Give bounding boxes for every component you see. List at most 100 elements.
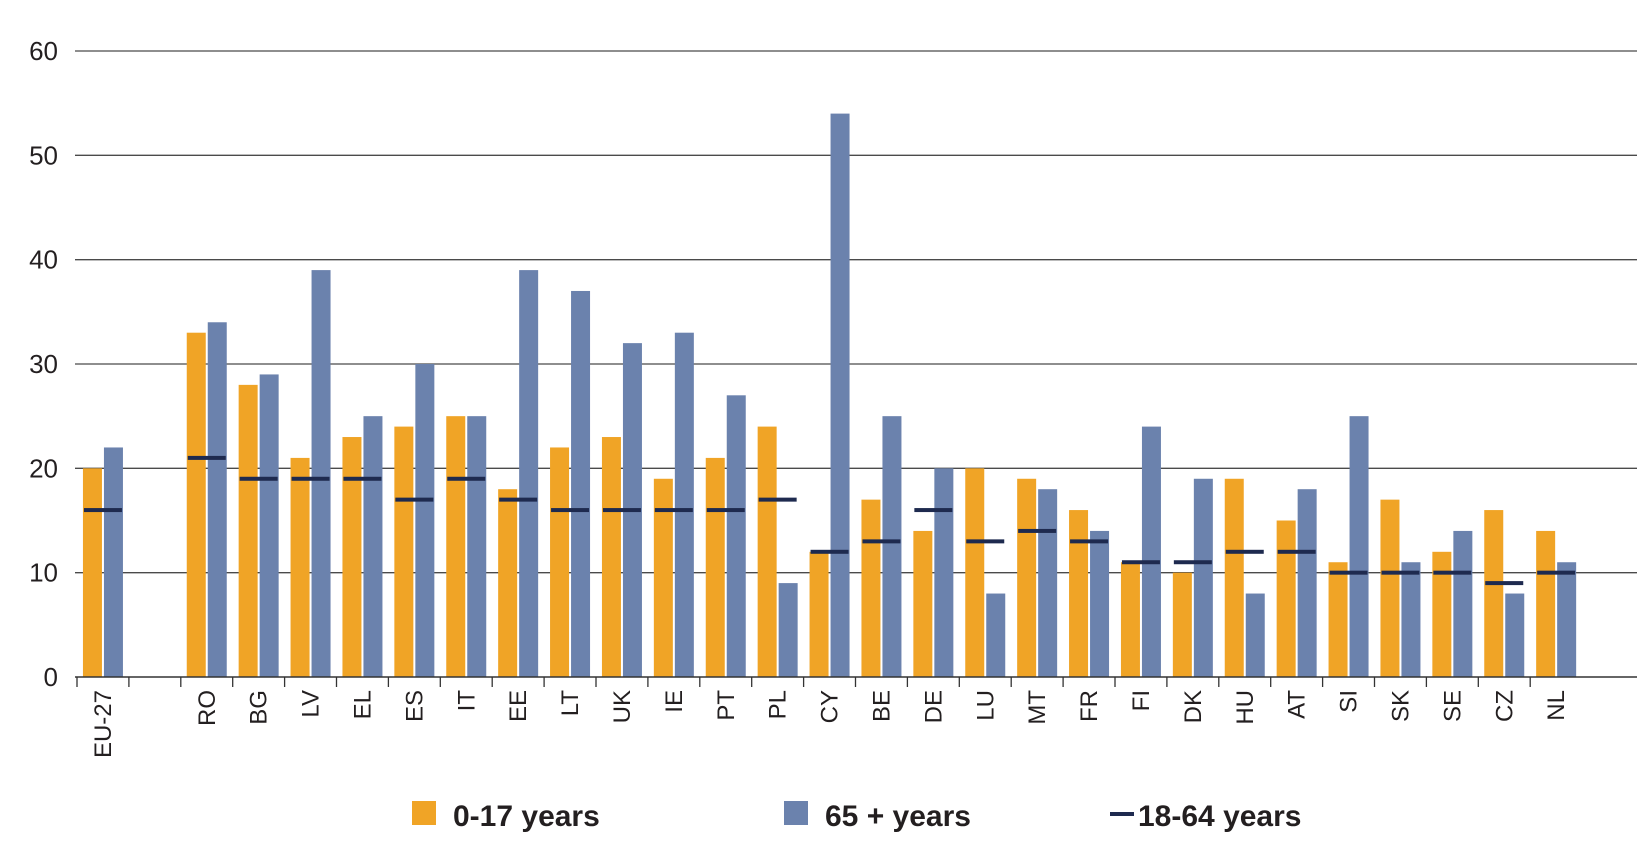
x-tick-label-DK: DK — [1180, 690, 1207, 723]
bar-0-17-FI — [1120, 562, 1140, 677]
x-tick-label-BE: BE — [868, 690, 895, 722]
bar-0-17-IE — [653, 478, 673, 677]
bar-65plus-BE — [882, 416, 902, 677]
bar-65plus-IE — [674, 332, 694, 677]
x-axis-labels: EU-27 RO BG LV EL ES IT EE LT UK IE PT PL CY BE DE LU MT F… — [90, 690, 1570, 758]
bar-65plus-PT — [726, 395, 746, 677]
bar-65plus-LU — [986, 593, 1006, 677]
bar-0-17-LT — [550, 447, 570, 677]
y-tick-label: 50 — [29, 140, 58, 170]
marker-18-64-MT — [1018, 528, 1057, 533]
bar-0-17-FR — [1069, 510, 1089, 677]
x-tick-label-DE: DE — [920, 690, 947, 723]
marker-18-64-HU — [1225, 549, 1264, 554]
bar-65plus-LV — [311, 270, 331, 677]
x-tick-label-FI: FI — [1128, 690, 1155, 711]
bar-0-17-PT — [705, 457, 725, 677]
bar-0-17-SI — [1328, 562, 1348, 677]
marker-18-64-FR — [1070, 539, 1109, 544]
x-tick-label-CZ: CZ — [1491, 690, 1518, 722]
bar-0-17-LV — [290, 457, 310, 677]
bar-0-17-AT — [1276, 520, 1296, 677]
y-tick-label: 0 — [44, 662, 58, 692]
x-tick-label-HU: HU — [1232, 690, 1259, 725]
x-tick-label-SI: SI — [1336, 690, 1363, 713]
marker-18-64-BE — [862, 539, 901, 544]
bar-65plus-DK — [1193, 478, 1213, 677]
x-tick-label-SE: SE — [1439, 690, 1466, 722]
bar-0-17-EL — [342, 437, 362, 677]
marker-18-64-RO — [187, 455, 226, 460]
bar-0-17-BE — [861, 499, 881, 677]
bar-65plus-PL — [778, 583, 798, 677]
bar-0-17-MT — [1017, 478, 1037, 677]
bar-0-17-HU — [1224, 478, 1244, 677]
x-tick-label-PL: PL — [765, 690, 792, 719]
bar-0-17-SE — [1432, 551, 1452, 677]
marker-18-64-SK — [1381, 570, 1420, 575]
legend: 0-17 years 65 + years 18-64 years — [412, 800, 1301, 833]
marker-18-64-LU — [966, 539, 1005, 544]
bar-0-17-EE — [498, 489, 518, 677]
bar-65plus-CY — [830, 113, 850, 678]
marker-18-64-NL — [1537, 570, 1576, 575]
marker-18-64-DK — [1173, 560, 1212, 565]
x-tick-label-CY: CY — [817, 690, 844, 723]
x-tick-label-IE: IE — [661, 690, 688, 713]
marker-18-64-SI — [1329, 570, 1368, 575]
x-tick-label-NL: NL — [1543, 690, 1570, 721]
marker-18-64-UK — [602, 508, 641, 513]
gridlines — [75, 50, 1637, 574]
marker-18-64-FI — [1121, 560, 1160, 565]
bar-65plus-HU — [1245, 593, 1265, 677]
bar-65plus-IT — [467, 416, 487, 677]
legend-label-65plus: 65 + years — [825, 800, 971, 833]
y-tick-label: 20 — [29, 453, 58, 483]
bar-65plus-AT — [1297, 489, 1317, 677]
legend-label-0-17: 0-17 years — [453, 800, 600, 833]
y-axis-ticks: 0 10 20 30 40 50 60 — [29, 36, 58, 692]
marker-18-64-AT — [1277, 549, 1316, 554]
marker-18-64-PT — [706, 508, 745, 513]
y-tick-label: 60 — [29, 36, 58, 66]
bar-0-17-PL — [757, 426, 777, 677]
bar-0-17-EU-27 — [82, 468, 102, 677]
bar-65plus-SE — [1453, 530, 1473, 677]
bar-65plus-ES — [415, 364, 435, 677]
x-tick-label-LV: LV — [298, 690, 325, 718]
y-tick-label: 10 — [29, 558, 58, 588]
marker-18-64-LV — [291, 476, 330, 481]
x-tick-label-RO: RO — [194, 690, 221, 726]
bar-65plus-LT — [571, 290, 591, 677]
marker-18-64-EE — [499, 497, 538, 502]
bar-0-17-ES — [394, 426, 414, 677]
legend-label-18-64: 18-64 years — [1138, 800, 1301, 833]
marker-18-64-CY — [810, 549, 849, 554]
bar-65plus-SI — [1349, 416, 1369, 677]
bar-65plus-MT — [1038, 489, 1058, 677]
bar-0-17-DE — [913, 530, 933, 677]
x-tick-label-PT: PT — [713, 690, 740, 721]
bar-65plus-FR — [1090, 530, 1110, 677]
x-tick-label-SK: SK — [1387, 690, 1414, 722]
marker-18-64-BG — [239, 476, 278, 481]
bar-0-17-DK — [1172, 572, 1192, 677]
bar-0-17-UK — [601, 437, 621, 677]
bar-65plus-NL — [1557, 562, 1577, 677]
x-tick-label-AT: AT — [1284, 690, 1311, 719]
bar-65plus-EU-27 — [103, 447, 123, 677]
bar-65plus-EL — [363, 416, 383, 677]
legend-swatch-65plus — [784, 801, 808, 825]
legend-swatch-0-17 — [412, 801, 436, 825]
x-tick-label-BG: BG — [246, 690, 273, 725]
x-axis — [75, 676, 1637, 687]
marker-18-64-LT — [551, 508, 590, 513]
bar-0-17-CZ — [1484, 510, 1504, 677]
bars — [82, 113, 1577, 678]
marker-18-64-SE — [1433, 570, 1472, 575]
bar-65plus-BG — [259, 374, 279, 677]
bar-0-17-NL — [1536, 530, 1556, 677]
bar-65plus-EE — [519, 270, 539, 677]
bar-0-17-LU — [965, 468, 985, 677]
